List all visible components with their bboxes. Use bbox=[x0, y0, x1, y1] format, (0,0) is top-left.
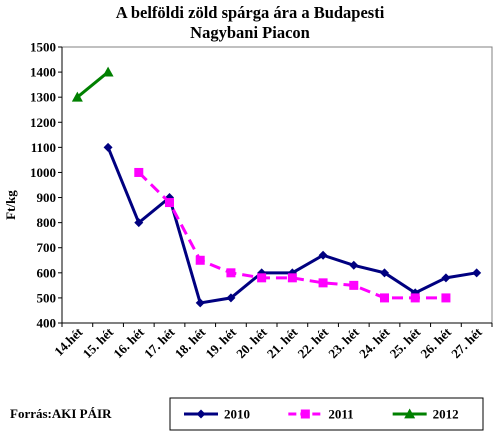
x-tick-label: 16. hét bbox=[110, 324, 147, 361]
legend-entry-2011: 2011 bbox=[288, 407, 354, 422]
data-point-2011 bbox=[134, 167, 144, 177]
data-point-2011 bbox=[349, 280, 359, 290]
y-tick-label: 600 bbox=[37, 265, 57, 280]
x-tick-label: 24. hét bbox=[356, 324, 393, 361]
chart-title-line-2: Nagybani Piacon bbox=[190, 23, 310, 42]
legend-box bbox=[169, 397, 484, 431]
data-point-2010 bbox=[134, 218, 144, 228]
y-tick-labels: 400 500 600 700 800 900 1000 1100 1200 1300 1400 15… bbox=[30, 40, 56, 331]
y-tick-label: 1000 bbox=[30, 165, 56, 180]
y-tick-label: 700 bbox=[37, 240, 57, 255]
y-tick-label: 500 bbox=[37, 290, 57, 305]
legend-entry-2012: 2012 bbox=[392, 407, 459, 422]
x-tick-label: 14.hét bbox=[51, 324, 86, 359]
y-tick-label: 1300 bbox=[30, 90, 56, 105]
y-tick-label: 1100 bbox=[31, 140, 56, 155]
legend-label: 2011 bbox=[328, 407, 353, 422]
legend-label: 2010 bbox=[224, 407, 250, 422]
series-layer bbox=[71, 66, 482, 308]
series-2011 bbox=[134, 167, 451, 303]
x-tick-label: 20. hét bbox=[233, 324, 270, 361]
axes bbox=[58, 46, 493, 327]
plot-area bbox=[61, 46, 493, 324]
x-tick-label: 23. hét bbox=[325, 324, 362, 361]
data-point-2011 bbox=[165, 198, 174, 208]
data-point-2010 bbox=[349, 260, 359, 270]
y-tick-label: 400 bbox=[37, 316, 57, 331]
data-point-2011 bbox=[441, 293, 451, 303]
x-tick-label: 15. hét bbox=[80, 324, 117, 361]
y-tick-label: 1400 bbox=[30, 65, 56, 80]
data-point-2011 bbox=[380, 293, 389, 303]
legend-marker bbox=[404, 408, 416, 419]
x-tick-label: 27. hét bbox=[448, 324, 485, 361]
data-point-2010 bbox=[472, 268, 482, 278]
y-tick-label: 900 bbox=[37, 190, 57, 205]
data-point-2011 bbox=[287, 273, 297, 283]
data-point-2010 bbox=[318, 250, 328, 260]
data-point-2011 bbox=[318, 278, 328, 288]
series-2012 bbox=[71, 66, 114, 102]
x-tick-label: 19. hét bbox=[202, 324, 239, 361]
data-point-2012 bbox=[102, 66, 114, 77]
data-point-2011 bbox=[195, 255, 205, 265]
data-point-2010 bbox=[226, 293, 236, 303]
x-tick-label: 21. hét bbox=[264, 324, 301, 361]
x-tick-label: 18. hét bbox=[172, 324, 209, 361]
y-tick-label: 800 bbox=[37, 215, 57, 230]
data-point-2010 bbox=[103, 142, 113, 152]
data-point-2012 bbox=[71, 91, 83, 102]
x-tick-label: 26. hét bbox=[417, 324, 454, 361]
x-tick-label: 25. hét bbox=[387, 324, 424, 361]
data-point-2010 bbox=[441, 273, 451, 283]
data-point-2010 bbox=[195, 298, 205, 308]
legend-entry-2010: 2010 bbox=[184, 407, 250, 422]
data-point-2011 bbox=[257, 273, 267, 283]
data-point-2011 bbox=[226, 268, 236, 278]
data-point-2010 bbox=[380, 268, 389, 278]
x-tick-label: 17. hét bbox=[141, 324, 178, 361]
series-line-2011 bbox=[137, 171, 446, 300]
x-tick-label: 22. hét bbox=[295, 324, 332, 361]
legend-label: 2012 bbox=[433, 407, 459, 422]
series-2010 bbox=[103, 142, 482, 308]
chart-title: A belföldi zöld spárga ára a Budapesti N… bbox=[116, 3, 385, 42]
data-point-2011 bbox=[410, 293, 420, 303]
y-tick-label: 1500 bbox=[30, 40, 56, 55]
y-axis-label: Ft/kg bbox=[3, 190, 18, 220]
legend-marker bbox=[196, 409, 206, 419]
y-tick-label: 1200 bbox=[30, 115, 56, 130]
legend: 2010 2011 2012 bbox=[169, 397, 484, 431]
chart-title-line-1: A belföldi zöld spárga ára a Budapesti bbox=[116, 3, 385, 22]
legend-marker bbox=[300, 409, 310, 419]
source-note: Forrás:AKI PÁIR bbox=[10, 406, 112, 421]
